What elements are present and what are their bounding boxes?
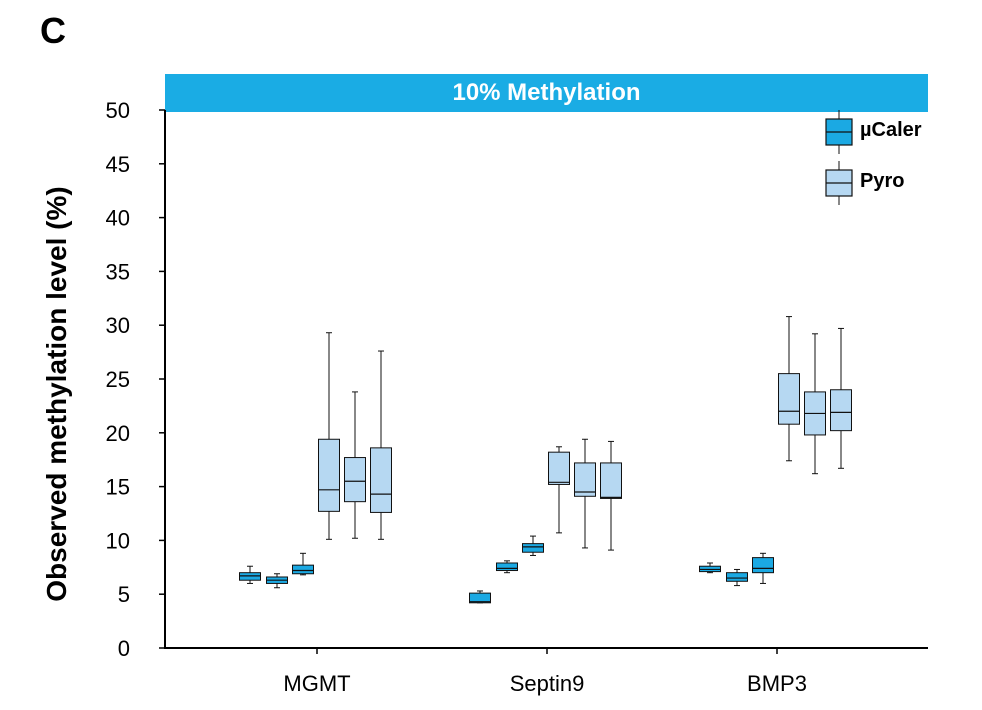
box-iqr bbox=[574, 462, 596, 497]
panel-label: C bbox=[40, 10, 66, 51]
box-pyro bbox=[344, 391, 366, 539]
box-iqr bbox=[496, 562, 518, 572]
box-iqr bbox=[830, 389, 852, 432]
legend-symbol-pyro bbox=[825, 161, 853, 205]
box-pyro bbox=[318, 332, 340, 540]
box-mucaler bbox=[239, 565, 261, 584]
x-tick-label: BMP3 bbox=[747, 671, 807, 696]
box-iqr bbox=[778, 373, 800, 425]
box-pyro bbox=[548, 446, 570, 534]
box-iqr bbox=[726, 572, 748, 582]
y-tick-label: 20 bbox=[106, 421, 130, 446]
legend bbox=[825, 110, 853, 205]
box-pyro bbox=[370, 350, 392, 540]
box-iqr bbox=[548, 451, 570, 485]
box-mucaler bbox=[496, 560, 518, 574]
legend-symbol-mucaler bbox=[825, 110, 853, 154]
box-iqr bbox=[318, 438, 340, 512]
box-iqr bbox=[370, 447, 392, 513]
axes: 0 5 10 15 20 25 30 35 40 45 50 Observed methylation… bbox=[41, 98, 928, 696]
box-iqr bbox=[469, 592, 491, 604]
y-tick-label: 45 bbox=[106, 152, 130, 177]
y-tick-label: 0 bbox=[118, 636, 130, 661]
box-iqr bbox=[344, 457, 366, 503]
box-mucaler bbox=[699, 562, 721, 574]
y-tick-label: 15 bbox=[106, 475, 130, 500]
box-mucaler bbox=[292, 552, 314, 576]
box-mucaler bbox=[522, 535, 544, 556]
box-iqr bbox=[752, 557, 774, 574]
x-tick-label: MGMT bbox=[283, 671, 350, 696]
y-tick-label: 30 bbox=[106, 313, 130, 338]
y-tick-label: 50 bbox=[106, 98, 130, 123]
legend-label-pyro: Pyro bbox=[860, 170, 905, 192]
box-iqr bbox=[522, 543, 544, 553]
x-tick-label: Septin9 bbox=[510, 671, 585, 696]
box-mucaler bbox=[726, 568, 748, 587]
y-tick-label: 40 bbox=[106, 206, 130, 231]
y-axis-title: Observed methylation level (%) bbox=[41, 186, 72, 601]
y-tick-label: 25 bbox=[106, 367, 130, 392]
box-iqr bbox=[600, 462, 622, 499]
box-iqr bbox=[292, 564, 314, 575]
y-tick-label: 10 bbox=[106, 528, 130, 553]
box-pyro bbox=[574, 438, 596, 549]
box-mucaler bbox=[266, 573, 288, 589]
title-band bbox=[165, 74, 928, 112]
y-tick-label: 35 bbox=[106, 259, 130, 284]
y-tick-label: 5 bbox=[118, 582, 130, 607]
box-pyro bbox=[804, 333, 826, 475]
box-mucaler bbox=[469, 590, 491, 604]
legend-label-mucaler: µCaler bbox=[860, 119, 922, 141]
box-pyro bbox=[830, 327, 852, 469]
chart-title: 10% Methylation bbox=[452, 79, 641, 106]
box-series bbox=[239, 316, 852, 604]
box-mucaler bbox=[752, 552, 774, 584]
box-pyro bbox=[778, 316, 800, 462]
box-pyro bbox=[600, 440, 622, 551]
